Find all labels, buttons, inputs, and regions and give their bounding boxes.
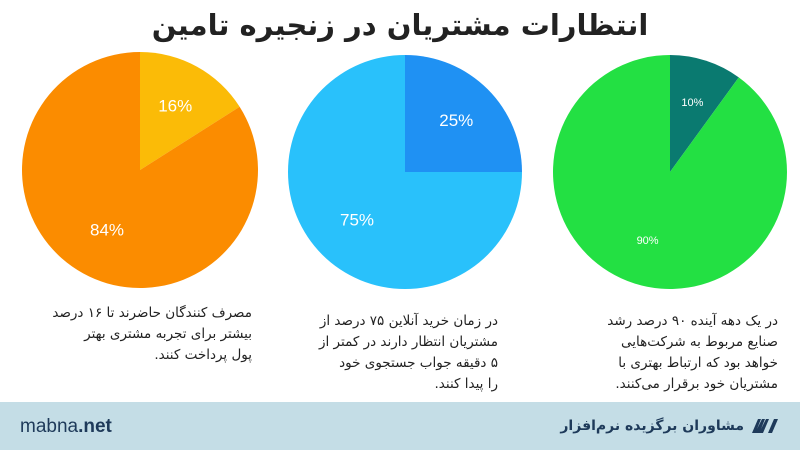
site-tld: .net — [78, 416, 112, 437]
pie-chart-industry-growth: 10% 90% — [553, 55, 787, 290]
caption-line: خواهد بود که ارتباط بهتری با — [618, 355, 778, 371]
slice-label: 10% — [681, 97, 703, 109]
slice-label: 90% — [637, 235, 659, 247]
caption-industry-growth: در یک دهه آینده ۹۰ درصد رشد صنایع مربوط … — [560, 311, 778, 395]
caption-line: پول پرداخت کنند. — [154, 347, 252, 363]
caption-line: ۵ دقیقه جواب جستجوی خود — [339, 355, 498, 371]
site-name-text: mabna — [20, 416, 79, 437]
pie-slice — [553, 55, 787, 290]
pie-slice — [288, 55, 522, 289]
caption-customer-spend: مصرف کنندگان حاضرند تا ۱۶ درصد بیشتر برا… — [20, 303, 252, 366]
pie-slice — [405, 55, 522, 172]
footer-bar: mabna.net مشاوران برگزیده نرم‌افزار — [0, 402, 800, 450]
slice-label: 25% — [439, 111, 473, 130]
caption-line: مشتریان خود برقرار می‌کنند. — [615, 376, 778, 392]
pie-slice — [140, 52, 240, 170]
slice-label: 16% — [158, 96, 192, 115]
pie-slice — [21, 52, 258, 288]
caption-online-search: در زمان خرید آنلاین ۷۵ درصد از مشتریان ا… — [282, 311, 498, 395]
caption-line: مصرف کنندگان حاضرند تا ۱۶ درصد — [52, 305, 252, 321]
pie-charts: 16% 84% 25% 75% 10% 90% — [21, 52, 787, 290]
caption-line: در یک دهه آینده ۹۰ درصد رشد — [607, 313, 778, 329]
slice-label: 75% — [340, 210, 374, 229]
brand-name: مشاوران برگزیده نرم‌افزار — [560, 418, 744, 434]
pie-chart-customer-spend: 16% 84% — [21, 52, 258, 288]
caption-line: در زمان خرید آنلاین ۷۵ درصد از — [319, 313, 498, 329]
caption-line: مشتریان انتظار دارند در کمتر از — [318, 334, 498, 350]
caption-line: بیشتر برای تجربه مشتری بهتر — [84, 326, 252, 342]
site-name[interactable]: mabna.net — [20, 416, 112, 438]
slice-label: 84% — [90, 220, 124, 239]
pie-chart-online-search: 25% 75% — [288, 55, 522, 289]
page-title: انتظارات مشتریان در زنجیره تامین — [151, 8, 649, 42]
caption-line: را پیدا کنند. — [434, 376, 498, 392]
pie-slice — [670, 55, 739, 172]
mabna-logo-icon — [752, 419, 778, 433]
caption-line: صنایع مربوط به شرکت‌هایی — [620, 334, 778, 350]
brand: مشاوران برگزیده نرم‌افزار — [560, 415, 780, 437]
